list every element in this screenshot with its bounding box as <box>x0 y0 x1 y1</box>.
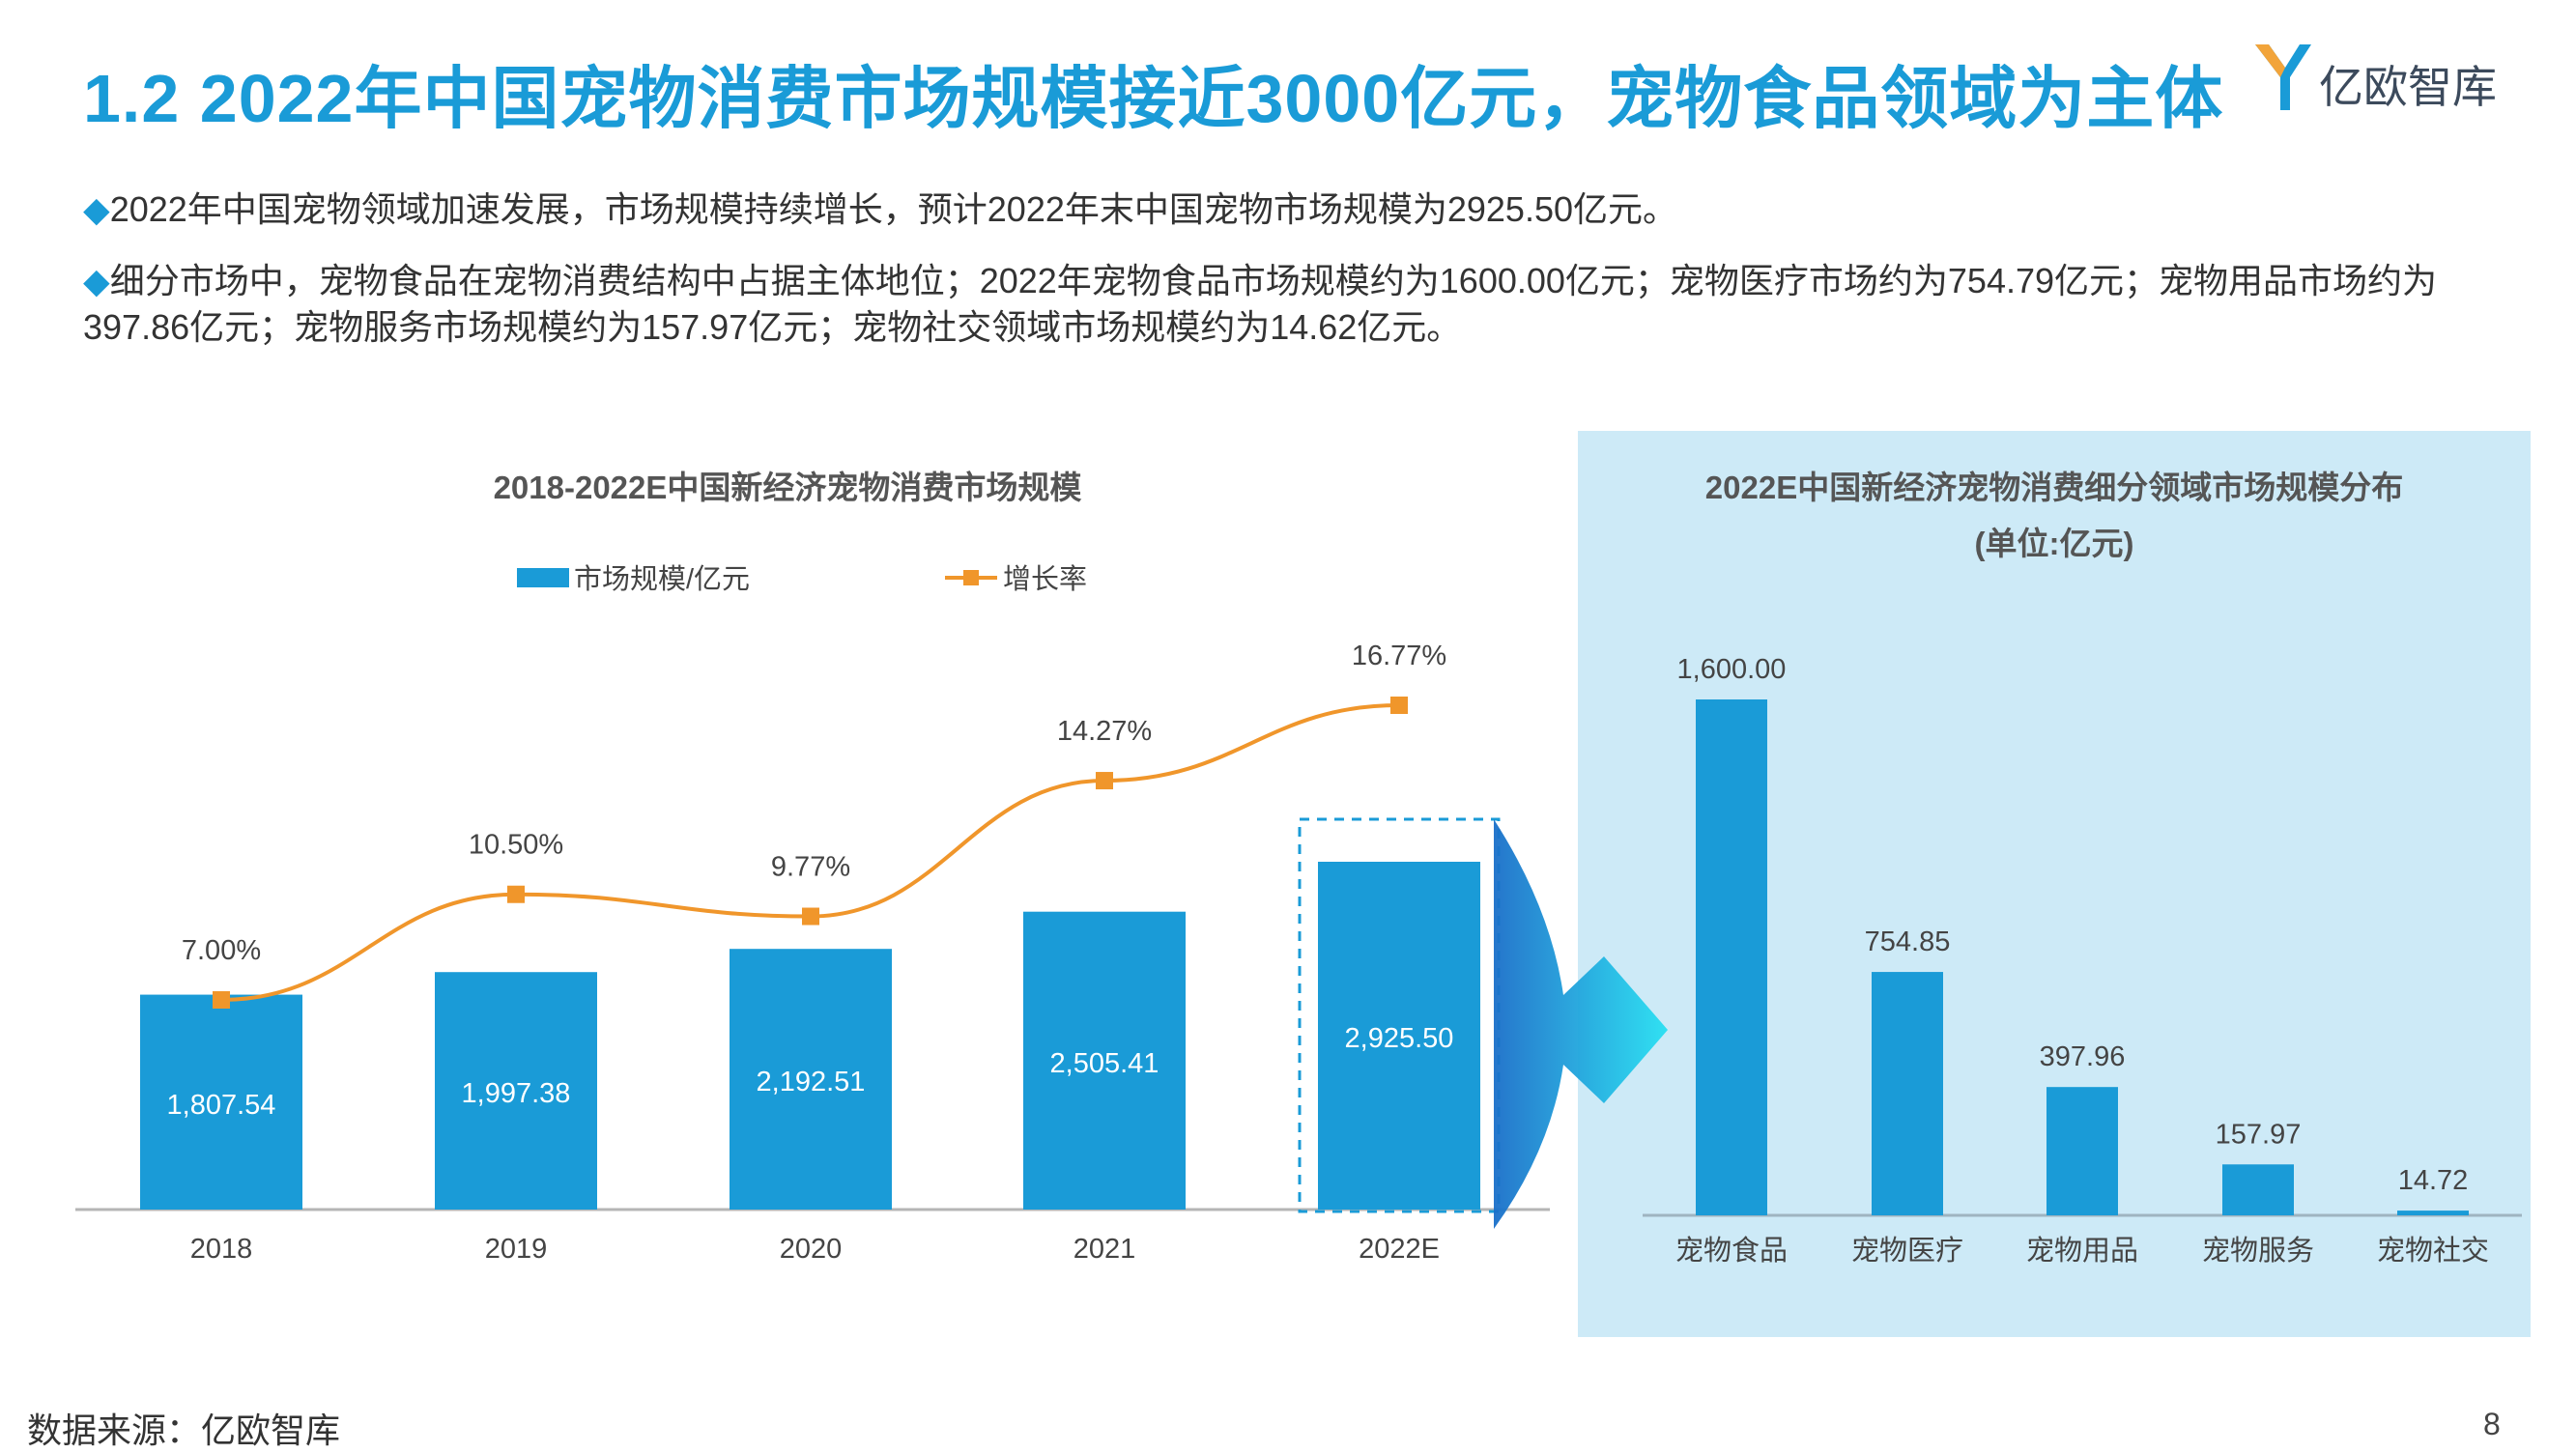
bar-value-label: 2,925.50 <box>1345 1023 1454 1054</box>
bar-market-size-2018 <box>140 994 302 1210</box>
growth-rate-label: 9.77% <box>771 852 850 883</box>
bar-market-size-2021 <box>1023 911 1186 1210</box>
bullet-text: 细分市场中，宠物食品在宠物消费结构中占据主体地位；2022年宠物食品市场规模约为… <box>83 261 2438 347</box>
x-tick-label: 2022E <box>1359 1234 1440 1265</box>
logo-mark-icon <box>2255 44 2311 110</box>
chart-right-title-text: 2022E中国新经济宠物消费细分领域市场规模分布 <box>1704 470 2404 505</box>
company-logo: 亿欧智库 <box>2251 39 2532 116</box>
bar-value-label: 2,192.51 <box>757 1067 866 1097</box>
legend-line-label: 增长率 <box>1003 564 1088 595</box>
slide-title: 1.2 2022年中国宠物消费市场规模接近3000亿元，宠物食品领域为主体 <box>83 61 2224 136</box>
x-tick-label: 2019 <box>485 1234 548 1265</box>
bar-market-size-2022E <box>1318 862 1480 1210</box>
chart-legend: 市场规模/亿元 增长率 <box>0 556 1546 595</box>
x-tick-label: 2020 <box>780 1234 843 1265</box>
growth-rate-line <box>220 703 1400 1002</box>
x-tick-label: 2021 <box>1073 1234 1136 1265</box>
diamond-icon: ◆ <box>83 261 110 300</box>
logo-text: 亿欧智库 <box>2319 62 2497 112</box>
bar-value-label: 1,997.38 <box>462 1078 571 1109</box>
bullet-text: 2022年中国宠物领域加速发展，市场规模持续增长，预计2022年末中国宠物市场规… <box>109 189 1677 229</box>
growth-rate-label: 7.00% <box>182 935 261 966</box>
growth-rate-label: 16.77% <box>1352 641 1446 671</box>
diamond-icon: ◆ <box>83 189 110 229</box>
bar-value-label: 2,505.41 <box>1050 1048 1159 1079</box>
chart-right-title: 2022E中国新经济宠物消费细分领域市场规模分布 (单位:亿元) <box>1578 460 2531 572</box>
growth-rate-marker <box>213 991 230 1009</box>
bar-market-size-2019 <box>435 972 597 1210</box>
legend-bar-swatch <box>517 568 569 587</box>
growth-rate-marker <box>507 885 525 903</box>
bar-market-size-2020 <box>730 949 892 1210</box>
data-source: 数据来源：亿欧智库 <box>27 1410 341 1450</box>
growth-rate-marker <box>802 907 819 926</box>
x-tick-label: 2018 <box>190 1234 253 1265</box>
growth-rate-label: 10.50% <box>469 830 563 861</box>
bullet-point: ◆细分市场中，宠物食品在宠物消费结构中占据主体地位；2022年宠物食品市场规模约… <box>83 258 2499 351</box>
page-number: 8 <box>2483 1407 2501 1441</box>
highlight-box <box>1298 817 1501 1213</box>
legend-bar-label: 市场规模/亿元 <box>574 564 751 595</box>
left-chart: 1,807.54 2018 1,997.38 2019 2,192.51 2020 2,50… <box>75 641 1668 1265</box>
chart-right-subtitle: (单位:亿元) <box>1974 526 2134 561</box>
bar-value-label: 1,807.54 <box>167 1090 276 1121</box>
growth-rate-marker <box>1096 772 1113 790</box>
bullet-point: ◆2022年中国宠物领域加速发展，市场规模持续增长，预计2022年末中国宠物市场… <box>83 186 2499 233</box>
growth-rate-marker <box>1390 697 1408 714</box>
growth-rate-label: 14.27% <box>1057 716 1152 747</box>
chart-left-title: 2018-2022E中国新经济宠物消费市场规模 <box>493 470 1082 505</box>
legend-line-marker <box>963 570 979 585</box>
